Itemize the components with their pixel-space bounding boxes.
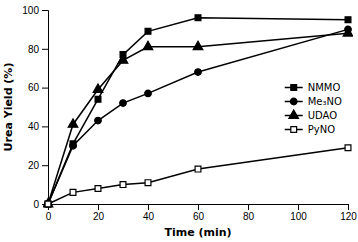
- legend-item: UDAO: [285, 110, 338, 121]
- x-axis: 0 20 40 60 80 100 120: [46, 204, 358, 222]
- tick-mark: [198, 204, 199, 210]
- axis-line: [42, 11, 49, 205]
- legend: NMMO Me₃NO UDAO PyNO: [285, 82, 342, 135]
- tick-label: 100: [290, 211, 307, 222]
- marker: [345, 17, 351, 23]
- tick-label: 40: [28, 121, 40, 132]
- tick-mark: [98, 204, 99, 210]
- tick: 120: [340, 204, 357, 222]
- marker: [95, 186, 101, 192]
- legend-swatch-marker: [291, 85, 297, 91]
- tick-label: 120: [340, 211, 357, 222]
- tick: 100: [22, 5, 48, 16]
- marker: [45, 201, 51, 207]
- tick-mark: [42, 49, 48, 50]
- legend-label: Me₃NO: [308, 96, 342, 107]
- marker: [145, 90, 152, 97]
- tick-label: 60: [193, 211, 205, 222]
- tick: 60: [28, 82, 48, 93]
- tick: 60: [193, 204, 205, 222]
- series-line: [48, 148, 348, 204]
- tick-label: 100: [22, 5, 39, 16]
- series-line: [48, 18, 348, 204]
- marker: [95, 96, 101, 102]
- marker: [118, 55, 128, 63]
- tick-label: 80: [243, 211, 255, 222]
- legend-label: UDAO: [308, 110, 338, 121]
- marker: [195, 15, 201, 21]
- tick: 20: [93, 204, 105, 222]
- legend-item: Me₃NO: [285, 96, 342, 107]
- series-line: [48, 33, 348, 204]
- tick-mark: [298, 204, 299, 210]
- marker: [45, 201, 51, 207]
- tick-label: 60: [28, 82, 40, 93]
- marker: [93, 84, 103, 92]
- tick: 40: [143, 204, 155, 222]
- marker: [70, 189, 76, 195]
- tick-mark: [348, 204, 349, 210]
- legend-label: PyNO: [308, 124, 335, 135]
- tick: 40: [28, 121, 48, 132]
- series-line: [48, 29, 348, 204]
- marker: [145, 28, 151, 34]
- y-axis-title: Urea Yield (%): [2, 63, 15, 152]
- marker: [120, 182, 126, 188]
- legend-swatch-marker: [291, 127, 297, 133]
- tick-label: 20: [93, 211, 105, 222]
- tick-mark: [148, 204, 149, 210]
- plot-area: [43, 15, 353, 207]
- tick-label: 20: [28, 160, 40, 171]
- marker: [120, 100, 127, 107]
- marker: [345, 145, 351, 151]
- tick: 80: [28, 44, 48, 55]
- y-axis: 0 20 40 60 80 100: [22, 5, 48, 210]
- tick-label: 40: [143, 211, 155, 222]
- marker: [195, 69, 202, 76]
- marker: [343, 28, 353, 36]
- marker: [45, 201, 52, 208]
- tick-mark: [42, 10, 48, 11]
- tick-mark: [248, 204, 249, 210]
- marker: [193, 41, 203, 49]
- marker: [68, 119, 78, 127]
- legend-swatch-marker: [289, 110, 299, 118]
- tick: 100: [290, 204, 307, 222]
- tick: 20: [28, 160, 48, 171]
- legend-swatch-marker: [290, 98, 297, 105]
- marker: [70, 143, 77, 150]
- tick-mark: [42, 126, 48, 127]
- marker: [43, 198, 53, 206]
- tick-label: 0: [33, 199, 39, 210]
- tick-mark: [42, 165, 48, 166]
- tick-mark: [42, 88, 48, 89]
- chart: 0 20 40 60 80 100 120 0 20 40 60 80 100 Time (min) Ure…: [0, 0, 358, 242]
- tick-label: 0: [46, 211, 52, 222]
- marker: [95, 117, 102, 124]
- legend-item: NMMO: [285, 82, 341, 93]
- marker: [195, 166, 201, 172]
- marker: [143, 41, 153, 49]
- tick: 80: [243, 204, 255, 222]
- tick-label: 80: [28, 44, 40, 55]
- axis-line: [49, 205, 349, 211]
- legend-label: NMMO: [308, 82, 341, 93]
- x-axis-title: Time (min): [164, 226, 231, 239]
- marker: [145, 180, 151, 186]
- legend-item: PyNO: [285, 124, 335, 135]
